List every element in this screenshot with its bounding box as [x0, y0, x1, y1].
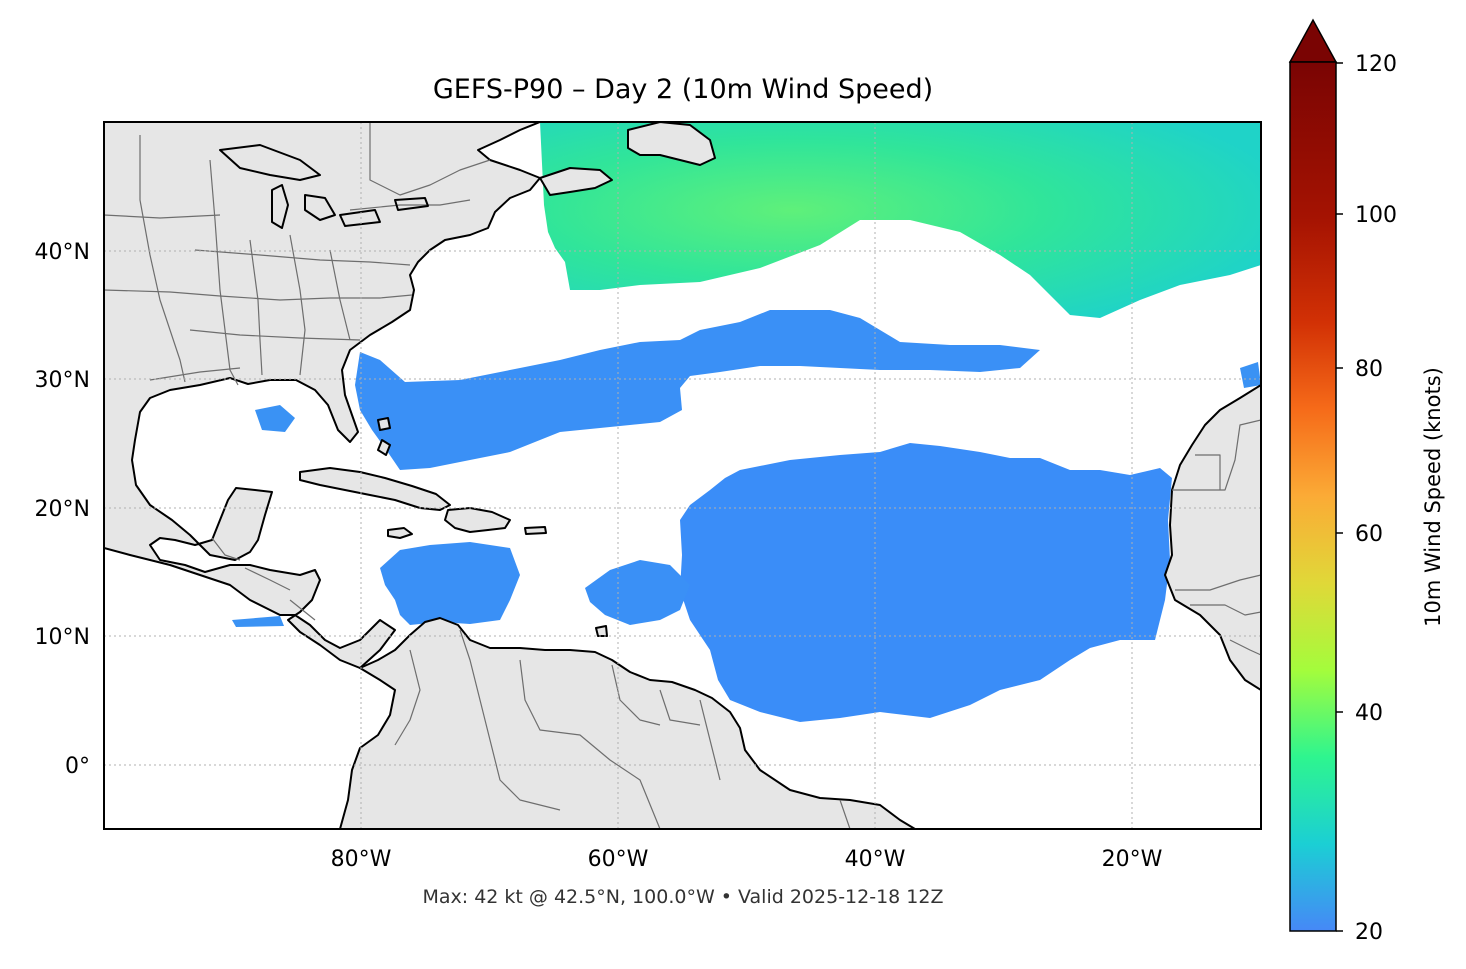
max-info-caption: Max: 42 kt @ 42.5°N, 100.0°W • Valid 202… — [422, 886, 943, 908]
colorbar-extend-arrow — [1288, 18, 1338, 63]
lat-tick-10n: 10°N — [35, 625, 90, 650]
colorbar-tick-20: 20 — [1355, 920, 1383, 945]
colorbar-label: 10m Wind Speed (knots) — [1421, 367, 1445, 627]
cuba — [299, 467, 451, 511]
trinidad — [595, 625, 608, 637]
wind-region-caribbean — [380, 542, 520, 625]
map-panel — [104, 122, 1261, 829]
lon-tick-20w: 20°W — [1102, 847, 1163, 872]
lat-tick-40n: 40°N — [35, 240, 90, 265]
wind-region-cape-verde — [1240, 362, 1261, 388]
colorbar-tick-120: 120 — [1355, 52, 1397, 77]
north-america — [104, 122, 541, 669]
lon-tick-40w: 40°W — [845, 847, 906, 872]
map-title: GEFS-P90 – Day 2 (10m Wind Speed) — [433, 74, 933, 105]
bahamas — [377, 417, 391, 456]
colorbar-tick-40: 40 — [1355, 701, 1383, 726]
lat-tick-labels: 40°N 30°N 20°N 10°N 0° — [35, 240, 90, 779]
wind-region-pacific-patch — [232, 616, 284, 627]
hispaniola — [444, 507, 511, 533]
borders — [104, 122, 1261, 829]
colorbar-gradient — [1289, 61, 1337, 932]
lat-tick-30n: 30°N — [35, 368, 90, 393]
wind-region-north-atlantic — [540, 122, 1261, 318]
colorbar-ticks — [1336, 62, 1343, 932]
wind-region-central-band — [355, 310, 1040, 470]
colorbar: 120 100 80 60 40 20 10m Wind Speed (knot… — [1288, 18, 1445, 945]
jamaica — [387, 527, 413, 539]
lat-tick-0: 0° — [65, 754, 90, 779]
nova-scotia — [539, 167, 613, 196]
africa — [1164, 384, 1261, 691]
wind-region-east-caribbean — [585, 560, 690, 625]
land — [104, 122, 1261, 829]
puerto-rico — [524, 526, 547, 535]
wind-region-gulf — [255, 405, 295, 432]
newfoundland — [627, 122, 716, 166]
south-america — [339, 617, 916, 829]
lat-tick-20n: 20°N — [35, 497, 90, 522]
lon-tick-80w: 80°W — [331, 847, 392, 872]
colorbar-tick-60: 60 — [1355, 522, 1383, 547]
wind-region-tropical-atlantic — [680, 443, 1172, 722]
colorbar-tick-100: 100 — [1355, 203, 1397, 228]
map-frame — [103, 121, 1262, 830]
colorbar-tick-80: 80 — [1355, 357, 1383, 382]
lon-tick-labels: 80°W 60°W 40°W 20°W — [331, 847, 1163, 872]
lon-tick-60w: 60°W — [588, 847, 649, 872]
great-lakes — [219, 144, 429, 229]
